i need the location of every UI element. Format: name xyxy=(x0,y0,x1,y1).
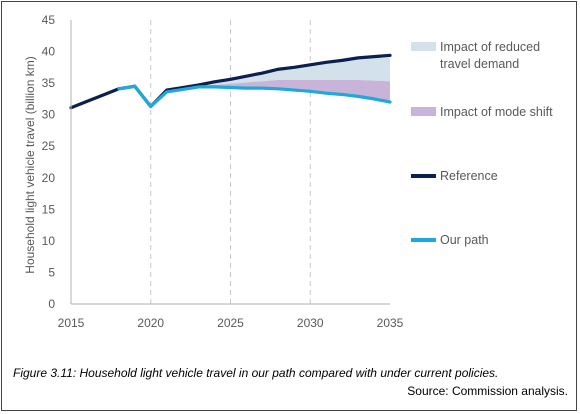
band-mode-shift xyxy=(198,79,390,103)
source-note: Source: Commission analysis. xyxy=(407,384,568,398)
y-tick-label: 15 xyxy=(42,202,56,216)
y-tick-label: 35 xyxy=(42,76,56,90)
x-tick-label: 2035 xyxy=(377,316,404,330)
band-reduced-travel-demand xyxy=(198,55,390,87)
legend-label: Impact of mode shift xyxy=(440,105,553,119)
x-tick-label: 2025 xyxy=(217,316,244,330)
y-axis-label: Household light vehicle travel (billion … xyxy=(23,56,37,273)
y-tick-label: 5 xyxy=(48,265,55,279)
legend-label: Impact of reduced travel demand xyxy=(440,40,540,71)
x-tick-label: 2015 xyxy=(58,316,85,330)
series-lines xyxy=(69,53,392,110)
impact-bands xyxy=(198,55,390,103)
series-line-our-path xyxy=(117,84,392,109)
y-tick-label: 20 xyxy=(42,171,56,185)
y-tick-label: 30 xyxy=(42,108,56,122)
legend: Impact of reduced travel demand Impact of … xyxy=(411,40,553,247)
legend-label: Our path xyxy=(440,233,489,247)
y-tick-label: 40 xyxy=(42,45,56,59)
legend-swatch xyxy=(411,107,436,116)
x-tick-label: 2020 xyxy=(137,316,164,330)
legend-swatch xyxy=(411,42,436,51)
legend-label: Reference xyxy=(440,169,498,183)
y-tick-label: 10 xyxy=(42,234,56,248)
y-tick-label: 0 xyxy=(48,297,55,311)
y-tick-label: 45 xyxy=(42,13,56,27)
y-tick-label: 25 xyxy=(42,139,56,153)
figure-caption: Figure 3.11: Household light vehicle tra… xyxy=(13,366,499,380)
x-tick-label: 2030 xyxy=(297,316,324,330)
vertical-gridlines xyxy=(150,20,311,304)
